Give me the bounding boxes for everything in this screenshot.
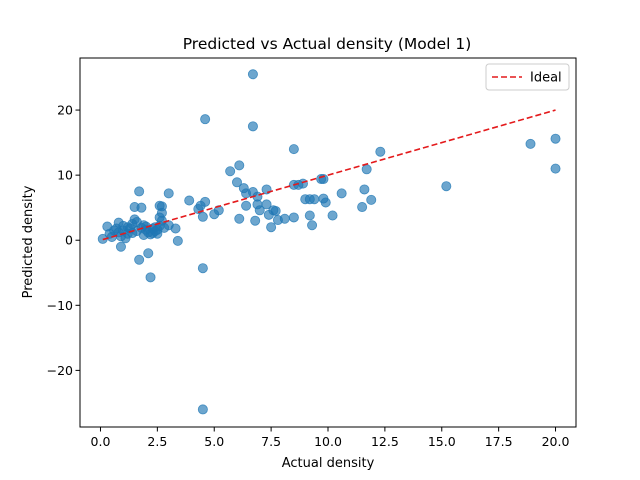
data-point [197, 211, 208, 222]
data-point [225, 166, 236, 177]
data-point [250, 215, 261, 226]
data-point [172, 235, 183, 246]
x-tick-label: 10.0 [314, 434, 342, 449]
data-point [184, 195, 195, 206]
data-point [143, 248, 154, 259]
plot-frame [79, 57, 577, 428]
data-point [361, 164, 372, 175]
x-tick-label: 20.0 [542, 434, 570, 449]
ideal-line-layer [102, 109, 556, 241]
data-point [366, 194, 377, 205]
x-tick-label: 0.0 [91, 434, 111, 449]
data-point [145, 272, 156, 283]
data-point [134, 254, 145, 265]
x-tick-label: 12.5 [371, 434, 399, 449]
data-point [359, 184, 370, 195]
y-axis-label: Predicted density [21, 185, 36, 298]
y-tick-label: 20 [57, 103, 73, 118]
data-point [197, 263, 208, 274]
data-point [200, 196, 211, 207]
data-point [163, 188, 174, 199]
data-points [97, 69, 561, 415]
data-point [266, 222, 277, 233]
data-point [136, 202, 147, 213]
data-point [307, 220, 318, 231]
data-point [170, 223, 181, 234]
data-point [297, 178, 308, 189]
x-tick-label: 17.5 [485, 434, 513, 449]
data-point [279, 213, 290, 224]
data-point [254, 205, 265, 216]
data-point [134, 186, 145, 197]
data-point [197, 404, 208, 415]
x-axis-ticks: 0.0 2.5 5.0 7.5 10.0 12.5 15.0 17.5 20.0 [91, 427, 570, 449]
ideal-line [102, 109, 556, 241]
data-point [234, 160, 245, 171]
legend: Ideal [485, 63, 570, 91]
data-point [247, 69, 258, 80]
y-axis-ticks: −20 −10 0 10 20 [47, 103, 80, 378]
y-tick-label: 0 [65, 233, 73, 248]
data-point [304, 210, 315, 221]
legend-label-ideal: Ideal [530, 71, 562, 86]
data-point [525, 138, 536, 149]
data-point [234, 213, 245, 224]
data-point [375, 146, 386, 157]
chart-title: Predicted vs Actual density (Model 1) [183, 35, 472, 53]
data-point [115, 241, 126, 252]
data-point [261, 199, 272, 210]
y-tick-label: 10 [57, 168, 73, 183]
x-tick-label: 7.5 [261, 434, 281, 449]
data-point [309, 194, 320, 205]
data-point [200, 114, 211, 125]
data-point [270, 205, 281, 216]
y-tick-label: −20 [47, 363, 73, 378]
data-point [357, 202, 368, 213]
x-axis-label: Actual density [282, 456, 375, 471]
data-point [550, 163, 561, 174]
data-point [247, 121, 258, 132]
data-point [261, 184, 272, 195]
x-tick-label: 15.0 [428, 434, 456, 449]
data-point [320, 197, 331, 208]
y-tick-label: −10 [47, 298, 73, 313]
data-point [241, 200, 252, 211]
legend-box [485, 63, 570, 91]
data-point [327, 210, 338, 221]
data-point [550, 133, 561, 144]
data-point [336, 188, 347, 199]
data-point [288, 144, 299, 155]
x-tick-label: 2.5 [147, 434, 167, 449]
data-point [288, 212, 299, 223]
data-point [231, 177, 242, 188]
x-tick-label: 5.0 [204, 434, 224, 449]
data-point [441, 181, 452, 192]
